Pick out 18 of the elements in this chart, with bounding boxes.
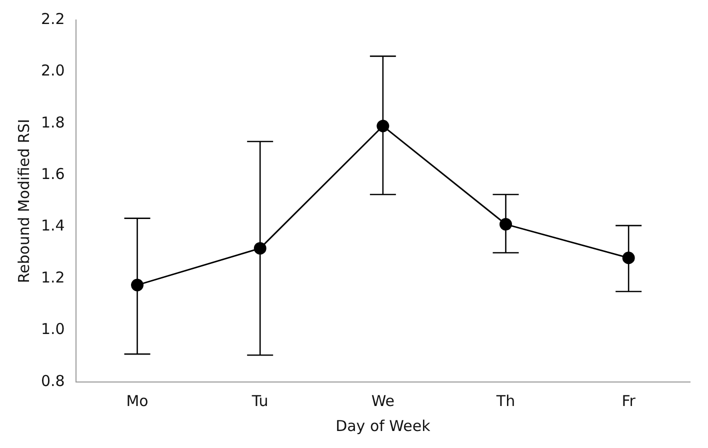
y-tick-label: 1.8 (40, 113, 65, 132)
x-axis-title: Day of Week (336, 416, 431, 435)
y-axis-title: Rebound Modified RSI (14, 118, 33, 284)
y-tick-label: 1.6 (40, 165, 65, 184)
y-tick-label: 2.2 (40, 10, 65, 28)
y-tick-label: 1.4 (40, 216, 65, 235)
point (254, 242, 266, 255)
point (622, 252, 635, 264)
x-tick-label: We (371, 392, 395, 410)
y-tick-label: 1.0 (40, 320, 65, 338)
x-tick-label: Tu (250, 392, 268, 410)
y-tick-label: 1.2 (40, 268, 65, 286)
x-tick-label: Mo (126, 392, 148, 410)
y-tick-label: 2.0 (40, 62, 65, 80)
point (376, 120, 390, 132)
y-tick-label: 0.8 (40, 372, 65, 390)
x-tick-label: Fr (622, 392, 636, 410)
x-tick-label: Th (495, 392, 516, 410)
